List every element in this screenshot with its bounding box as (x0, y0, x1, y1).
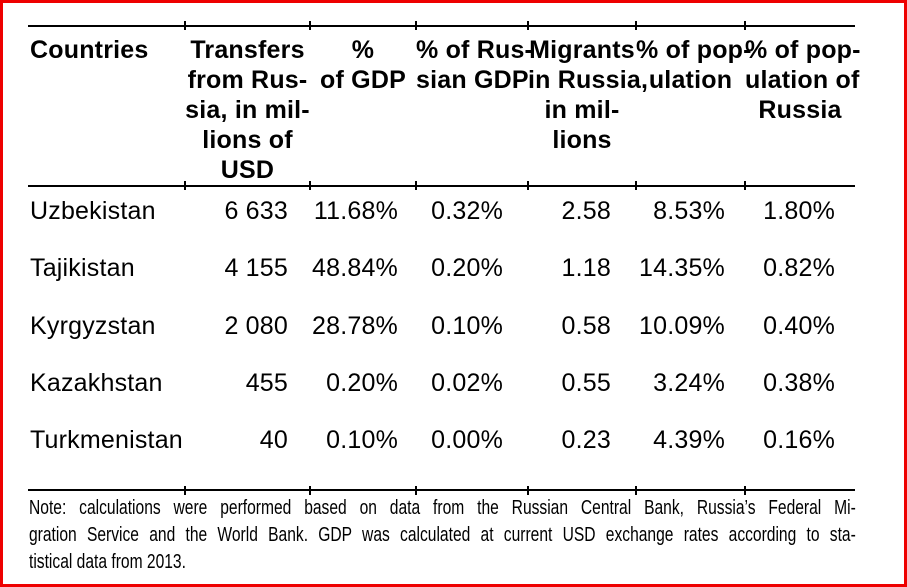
cell-pct-population: 3.24% (653, 369, 725, 398)
column-divider-tick (309, 181, 311, 190)
cell-country: Turkmenistan (28, 416, 185, 491)
cell-pct-gdp: 11.68% (313, 197, 398, 226)
cell-pct-population-russia: 0.40% (763, 311, 835, 340)
column-divider-tick (184, 21, 186, 30)
header-countries: Countries (28, 26, 185, 187)
column-divider-tick (415, 486, 417, 495)
table-row: Kazakhstan 455 0.20% 0.02% 0.55 3.24% 0.… (28, 359, 855, 417)
cell-migrants: 0.23 (528, 416, 636, 491)
column-divider-tick (744, 181, 746, 190)
column-divider-tick (744, 21, 746, 30)
table-note: Note: calculations were performed based … (29, 495, 856, 576)
cell-pct-population-russia: 0.16% (745, 416, 855, 491)
column-divider-tick (184, 486, 186, 495)
cell-migrants: 0.58 (561, 311, 611, 340)
column-divider-tick (635, 486, 637, 495)
cell-pct-population-russia: 0.38% (763, 369, 835, 398)
header-pct-population: % of pop- ulation (636, 26, 751, 187)
column-divider-tick (415, 21, 417, 30)
cell-transfers: 455 (245, 369, 288, 398)
cell-pct-gdp: 48.84% (312, 254, 398, 283)
column-divider-tick (527, 486, 529, 495)
remittances-table-area: Countries Transfers from Rus- sia, in mi… (28, 21, 860, 495)
column-divider-tick (527, 21, 529, 30)
cell-migrants: 1.18 (561, 254, 611, 283)
cell-transfers: 6 633 (224, 197, 288, 226)
cell-pct-gdp: 0.20% (326, 369, 398, 398)
cell-pct-population: 8.53% (653, 197, 725, 226)
cell-pct-russian-gdp: 0.32% (431, 197, 503, 226)
column-divider-tick (309, 486, 311, 495)
column-divider-tick (309, 21, 311, 30)
column-divider-tick (527, 181, 529, 190)
cell-pct-population: 4.39% (636, 416, 745, 491)
cell-pct-population: 14.35% (639, 254, 725, 283)
cell-transfers: 4 155 (224, 254, 288, 283)
table-row: Uzbekistan 6 633 11.68% 0.32% 2.58 8.53%… (28, 186, 855, 244)
cell-country: Uzbekistan (30, 197, 156, 226)
cell-migrants: 0.55 (561, 369, 611, 398)
cell-country: Kazakhstan (30, 369, 163, 398)
column-divider-tick (415, 181, 417, 190)
note-line: Note: calculations were performed based … (29, 497, 856, 519)
cell-pct-population-russia: 0.82% (763, 254, 835, 283)
note-line: tistical data from 2013. (29, 551, 186, 573)
column-divider-tick (744, 486, 746, 495)
header-pct-russian-gdp: % of Rus- sian GDP (416, 26, 533, 187)
table-row: Tajikistan 4 155 48.84% 0.20% 1.18 14.35… (28, 244, 855, 302)
header-pct-population-russia: % of pop- ulation of Russia (745, 26, 860, 187)
header-row: Countries Transfers from Rus- sia, in mi… (28, 26, 860, 187)
cell-pct-population-russia: 1.80% (763, 197, 835, 226)
cell-pct-gdp: 0.10% (310, 416, 416, 491)
cell-pct-population: 10.09% (639, 311, 725, 340)
column-divider-tick (635, 181, 637, 190)
header-migrants: Migrants in Russia, in mil- lions (528, 26, 648, 187)
cell-pct-russian-gdp: 0.00% (416, 416, 528, 491)
header-pct-gdp: % of GDP (310, 26, 416, 187)
cell-transfers: 2 080 (224, 311, 288, 340)
cell-pct-russian-gdp: 0.02% (431, 369, 503, 398)
column-divider-tick (184, 181, 186, 190)
cell-transfers: 40 (185, 416, 310, 491)
cell-pct-gdp: 28.78% (312, 311, 398, 340)
table-row: Kyrgyzstan 2 080 28.78% 0.10% 0.58 10.09… (28, 301, 855, 359)
cell-migrants: 2.58 (561, 197, 611, 226)
cell-country: Kyrgyzstan (30, 311, 156, 340)
note-line: gration Service and the World Bank. GDP … (29, 524, 856, 546)
column-divider-tick (635, 21, 637, 30)
header-transfers: Transfers from Rus- sia, in mil- lions o… (185, 26, 310, 187)
cell-pct-russian-gdp: 0.10% (431, 311, 503, 340)
remittances-table: Countries Transfers from Rus- sia, in mi… (28, 25, 860, 491)
cell-country: Tajikistan (30, 254, 135, 283)
table-row: Turkmenistan 40 0.10% 0.00% 0.23 4.39% 0… (28, 416, 855, 491)
cell-pct-russian-gdp: 0.20% (431, 254, 503, 283)
